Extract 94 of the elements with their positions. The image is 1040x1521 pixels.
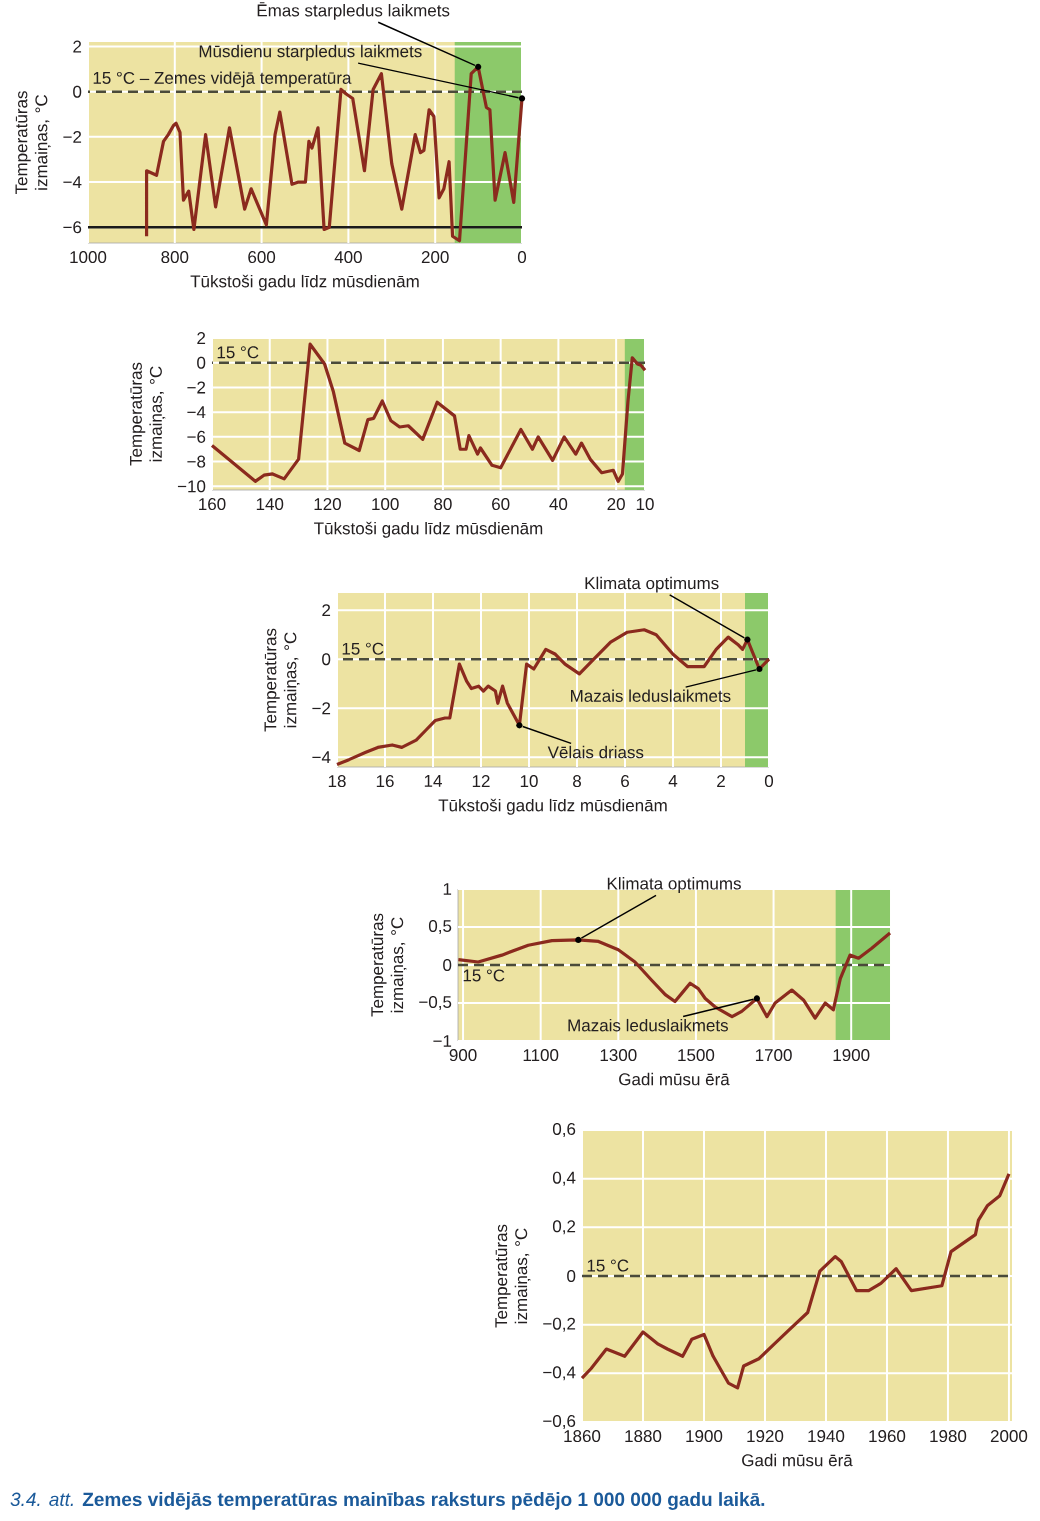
x-tick-label: 1900 (686, 1430, 723, 1443)
line-series (335, 628, 771, 767)
y-tick-label: 0,6 (552, 1122, 576, 1138)
x-tick-label: 6 (621, 775, 629, 788)
x-tick-label: 2000 (990, 1430, 1028, 1443)
x-tick-label: 1960 (869, 1430, 906, 1443)
y-tick-label: −4 (63, 176, 82, 188)
x-tick-label: 1880 (625, 1430, 662, 1443)
y-tick-label: 0,2 (552, 1220, 576, 1235)
ref-line-label: 15 °C (342, 642, 384, 655)
x-axis-title: Gadi mūsu ērā (619, 1072, 730, 1086)
y-axis-title: Temperatūras izmaiņas, °C (15, 91, 51, 195)
y-tick-label: −6 (63, 221, 82, 234)
x-tick-label: 10 (636, 498, 654, 511)
x-tick-label: 40 (549, 498, 568, 511)
y-tick-label: 0,4 (552, 1171, 576, 1186)
x-tick-label: 140 (256, 498, 284, 511)
line-series (210, 342, 647, 483)
x-tick-label: 160 (199, 498, 226, 511)
x-tick-label: 200 (421, 251, 449, 264)
y-tick-label: 1 (443, 883, 452, 895)
x-tick-label: 20 (607, 498, 625, 511)
y-tick-label: 0,5 (428, 920, 452, 935)
x-axis-title: Tūkstoši gadu līdz mūsdienām (438, 798, 667, 815)
x-tick-label: 12 (472, 775, 490, 787)
x-tick-label: 120 (314, 498, 341, 511)
annotation: Ēmas starpledus laikmets (257, 2, 450, 20)
y-tick-label: 2 (73, 40, 82, 53)
y-axis-title: Temperatūras izmaiņas, °C (495, 1224, 531, 1328)
line-series (456, 931, 892, 1020)
x-tick-label: 1100 (523, 1049, 559, 1062)
y-tick-label: 0 (197, 356, 206, 369)
x-tick-label: 1940 (808, 1430, 845, 1443)
y-tick-label: −6 (187, 430, 206, 443)
y-tick-label: −1 (433, 1035, 452, 1047)
x-tick-label: 100 (372, 498, 399, 511)
x-tick-label: 400 (334, 251, 362, 264)
annotation: Klimata optimums (585, 576, 719, 593)
y-tick-label: −2 (187, 381, 206, 394)
y-tick-label: −0,5 (419, 996, 452, 1011)
x-tick-label: 16 (376, 775, 394, 788)
x-tick-label: 900 (449, 1049, 477, 1062)
y-tick-label: 0 (567, 1270, 576, 1283)
x-tick-label: 800 (161, 251, 189, 264)
ref-line-label: 15 °C – Zemes vidējā temperatūra (93, 71, 352, 88)
x-tick-label: 1920 (747, 1430, 784, 1443)
ref-line-label: 15 °C (463, 969, 505, 982)
x-tick-label: 1300 (600, 1049, 637, 1062)
y-axis-title: Temperatūras izmaiņas, °C (130, 362, 166, 466)
x-tick-label: 1860 (564, 1430, 601, 1443)
annotation: Mūsdienu starpledus laikmets (199, 44, 422, 61)
y-tick-label: −4 (187, 406, 206, 418)
y-tick-label: −0,2 (543, 1317, 576, 1332)
y-tick-label: 0 (443, 959, 452, 972)
x-tick-label: 1700 (755, 1049, 792, 1062)
x-tick-label: 14 (424, 775, 442, 787)
x-tick-label: 60 (492, 498, 510, 511)
y-tick-label: −8 (187, 455, 206, 468)
y-axis-title: Temperatūras izmaiņas, °C (371, 913, 407, 1017)
annotation: Vēlais driass (547, 745, 644, 759)
x-tick-label: 18 (328, 775, 346, 788)
text: 3.4. att. Zemes vidējās temperatūras mainības raksturs pēdējo 1 000 000 gadu laikā. (10, 1492, 765, 1510)
y-tick-label: 2 (197, 332, 206, 344)
y-tick-label: 2 (322, 604, 331, 617)
x-axis-title: Tūkstoši gadu līdz mūsdienām (190, 274, 419, 291)
y-axis-title: Temperatūras izmaiņas, °C (264, 628, 300, 732)
x-axis-title: Tūkstoši gadu līdz mūsdienām (314, 521, 543, 538)
y-tick-label: 0 (73, 85, 82, 98)
annotation: Klimata optimums (607, 877, 741, 893)
x-tick-label: 8 (573, 775, 581, 788)
x-tick-label: 10 (520, 775, 538, 788)
ref-line-label: 15 °C (217, 346, 259, 359)
y-tick-label: −2 (63, 130, 82, 143)
x-tick-label: 1500 (678, 1049, 715, 1062)
y-tick-label: −0,6 (543, 1415, 576, 1430)
annotation: Mazais leduslaikmets (568, 1018, 728, 1032)
x-tick-label: 1980 (930, 1430, 967, 1443)
x-axis-title: Gadi mūsu ērā (742, 1453, 853, 1467)
x-tick-label: 2 (717, 775, 725, 787)
x-tick-label: 0 (517, 251, 527, 264)
y-tick-label: −2 (312, 702, 331, 715)
annotation: Mazais leduslaikmets (571, 689, 731, 702)
ref-line-label: 15 °C (587, 1259, 629, 1272)
y-tick-label: −0,4 (543, 1366, 576, 1381)
x-tick-label: 4 (668, 775, 678, 787)
x-tick-label: 0 (764, 775, 774, 788)
x-tick-label: 1900 (833, 1049, 870, 1062)
y-tick-label: −10 (177, 480, 206, 493)
x-tick-label: 1000 (70, 251, 107, 264)
y-tick-label: 0 (322, 653, 331, 666)
x-tick-label: 600 (248, 251, 276, 264)
line-series (580, 1172, 1011, 1390)
y-tick-label: −4 (312, 751, 331, 764)
x-tick-label: 80 (434, 498, 452, 511)
